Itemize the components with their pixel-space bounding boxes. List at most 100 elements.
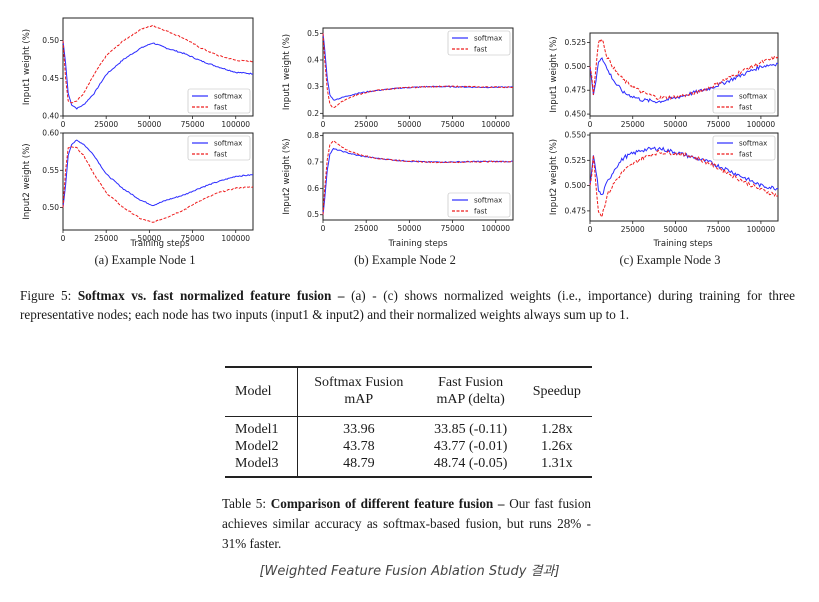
table-row: Model1 33.96 33.85 (-0.11) 1.28x	[225, 416, 592, 438]
table-caption-title: Comparison of different feature fusion –	[270, 496, 505, 511]
y-tick-label: 0.475	[565, 206, 587, 215]
series-softmax-line	[322, 147, 514, 215]
x-tick-label: 75000	[181, 234, 205, 243]
series-fast-line	[589, 149, 779, 219]
y-tick-label: 0.500	[565, 181, 587, 190]
header-softmax: Softmax Fusion mAP	[298, 368, 420, 417]
y-tick-label: 0.4	[307, 56, 319, 65]
plot-a-input1: 0 25000 50000 75000 100000 0.40 0.45 0.50 Input1…	[22, 17, 254, 129]
legend-label-softmax: softmax	[474, 35, 502, 43]
x-tick-label: 75000	[706, 225, 730, 234]
series-softmax-line	[62, 40, 254, 110]
y-tick-label: 0.50	[42, 203, 59, 212]
legend-label-softmax: softmax	[739, 93, 767, 101]
legend-label-fast: fast	[739, 104, 752, 112]
cell-speedup: 1.31x	[541, 456, 573, 471]
table-caption-label: Table 5:	[222, 496, 267, 511]
table-5: Model Softmax Fusion mAP Fast Fusion mAP…	[225, 366, 592, 478]
x-tick-label: 25000	[354, 120, 378, 129]
x-tick-label: 50000	[137, 120, 161, 129]
plot-a-input2: 0 25000 50000 75000 100000 0.50 0.55 0.60 Input2…	[22, 129, 254, 243]
y-tick-label: 0.60	[42, 129, 59, 138]
x-axis-label: Training steps	[387, 239, 448, 249]
x-tick-label: 100000	[747, 225, 776, 234]
panel-caption: (a) Example Node 1	[94, 253, 195, 267]
figure-5: 0 25000 50000 75000 1000000.400.450.50Input1…	[22, 17, 779, 267]
y-tick-label: 0.525	[565, 156, 587, 165]
series-fast-line	[322, 140, 514, 215]
legend-label-fast: fast	[474, 46, 487, 54]
x-tick-label: 75000	[441, 120, 465, 129]
y-tick-label: 0.45	[42, 74, 59, 83]
x-tick-label: 100000	[221, 234, 250, 243]
x-tick-label: 50000	[137, 234, 161, 243]
legend-label-softmax: softmax	[739, 140, 767, 148]
plot-b-input2: 0 25000 50000 75000 100000 0.5 0.6 0.7 0.8 Input2…	[282, 131, 514, 233]
legend-label-fast: fast	[474, 208, 487, 216]
cell-softmax: 33.96	[343, 422, 375, 437]
y-tick-label: 0.40	[42, 112, 59, 121]
x-tick-label: 0	[61, 120, 66, 129]
y-tick-label: 0.55	[42, 166, 59, 175]
x-tick-label: 50000	[664, 225, 688, 234]
y-axis-label: Input2 weight (%)	[22, 143, 32, 219]
y-tick-label: 0.5	[307, 210, 319, 219]
series-fast-line	[62, 145, 254, 223]
table-row: Model2 43.78 43.77 (-0.01) 1.26x	[225, 438, 592, 455]
y-tick-label: 0.3	[307, 82, 319, 91]
series-softmax-line	[62, 139, 254, 208]
y-tick-label: 0.6	[307, 184, 319, 193]
legend-label-softmax: softmax	[214, 140, 242, 148]
legend-label-softmax: softmax	[474, 197, 502, 205]
panel-c: 0 25000 50000 75000 100000 0.450 0.475 0.500 0.5…	[549, 32, 779, 267]
header-fast: Fast Fusion mAP (delta)	[420, 368, 522, 417]
series-fast-line	[62, 24, 254, 104]
x-tick-label: 0	[321, 224, 326, 233]
y-tick-label: 0.525	[565, 38, 587, 47]
legend-label-softmax: softmax	[214, 93, 242, 101]
x-tick-label: 75000	[441, 224, 465, 233]
panel-caption: (c) Example Node 3	[619, 253, 720, 267]
x-tick-label: 50000	[397, 120, 421, 129]
panel-a: 0 25000 50000 75000 100000 0.40 0.45 0.50 Input1…	[22, 17, 254, 267]
panel-b: 0 25000 50000 75000 100000 0.2 0.3 0.4 0.5 Input1…	[282, 27, 514, 267]
y-axis-label: Input1 weight (%)	[549, 36, 559, 112]
plot-c-input2: 0 25000 50000 75000 100000 0.475 0.500 0.525 0.5…	[549, 131, 779, 234]
figure-caption: Figure 5: Softmax vs. fast normalized fe…	[20, 286, 795, 324]
x-tick-label: 0	[588, 225, 593, 234]
series-fast-line	[322, 33, 514, 109]
header-speedup: Speedup	[532, 383, 581, 399]
figure-caption-label: Figure 5:	[20, 288, 72, 303]
y-axis-label: Input2 weight (%)	[282, 138, 292, 214]
x-tick-label: 25000	[621, 120, 645, 129]
y-tick-label: 0.475	[565, 86, 587, 95]
x-tick-label: 25000	[621, 225, 645, 234]
x-tick-label: 25000	[94, 120, 118, 129]
figure-caption-title: Softmax vs. fast normalized feature fusi…	[77, 288, 345, 303]
plot-c-input1: 0 25000 50000 75000 100000 0.450 0.475 0.500 0.5…	[549, 32, 779, 129]
header-fast-line1: Fast Fusion	[438, 375, 504, 390]
x-tick-label: 100000	[481, 224, 510, 233]
panel-caption: (b) Example Node 2	[354, 253, 456, 267]
series-fast-line	[589, 38, 779, 100]
table-caption-text: Our fast fusion achieves similar accurac…	[222, 496, 592, 551]
y-axis-label: Input2 weight (%)	[549, 139, 559, 215]
cell-fast: 48.74 (-0.05)	[433, 456, 508, 471]
y-tick-label: 0.5	[307, 29, 319, 38]
cell-softmax: 48.79	[343, 456, 375, 471]
x-tick-label: 0	[61, 234, 66, 243]
y-tick-label: 0.550	[565, 131, 587, 140]
x-axis-label: Training steps	[652, 239, 713, 249]
x-tick-label: 25000	[94, 234, 118, 243]
x-tick-label: 75000	[706, 120, 730, 129]
y-tick-label: 0.2	[307, 109, 319, 118]
header-softmax-line2: mAP	[344, 392, 374, 407]
cell-speedup: 1.26x	[541, 439, 573, 454]
header-softmax-line1: Softmax Fusion	[314, 375, 404, 390]
x-tick-label: 25000	[354, 224, 378, 233]
plot-b-input1: 0 25000 50000 75000 100000 0.2 0.3 0.4 0.5 Input1…	[282, 27, 514, 129]
x-tick-label: 0	[321, 120, 326, 129]
cell-speedup: 1.28x	[541, 422, 573, 437]
header-fast-line2: mAP (delta)	[436, 392, 505, 407]
y-tick-label: 0.8	[307, 131, 319, 140]
